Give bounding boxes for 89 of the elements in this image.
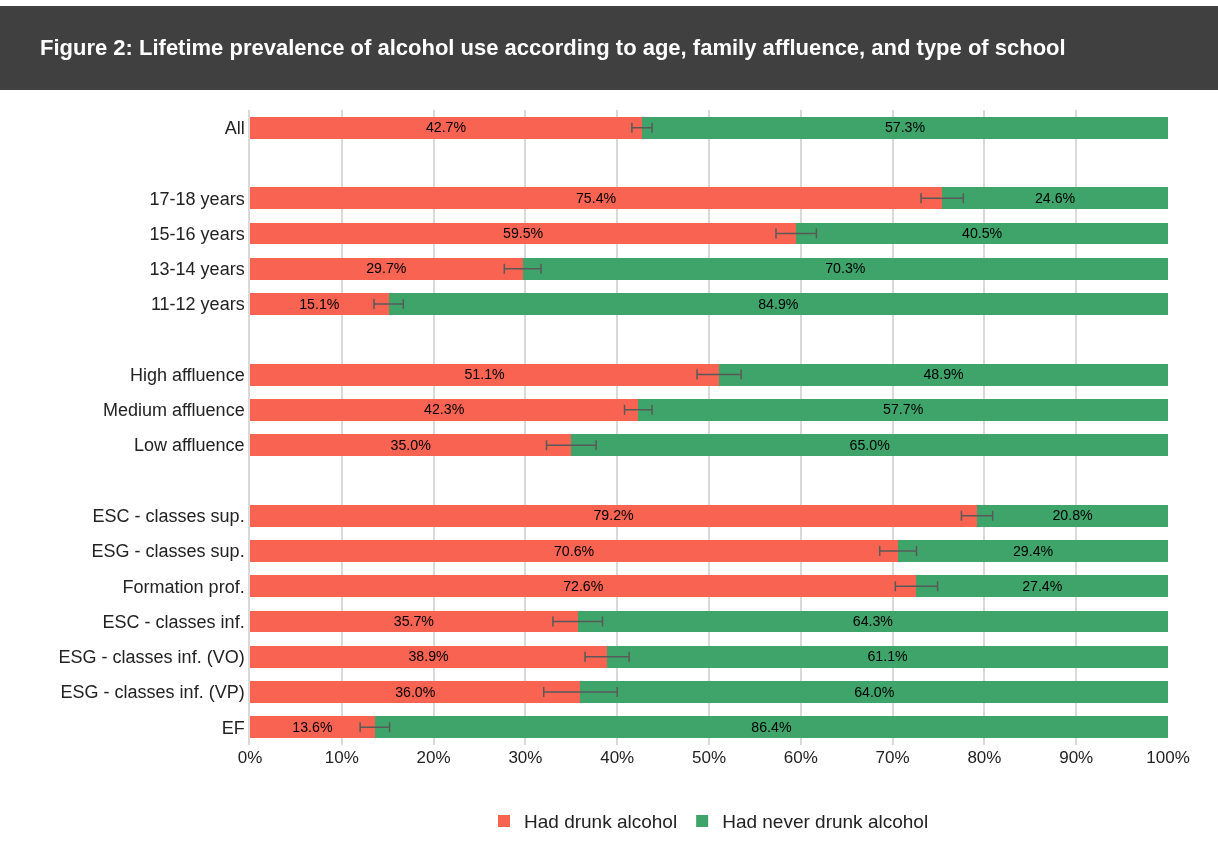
bar (250, 575, 917, 598)
data-label: 36.0% (395, 683, 436, 700)
bar (250, 222, 797, 245)
data-label: 79.2% (593, 507, 635, 524)
data-label: 27.4% (1022, 577, 1063, 594)
y-tick-label: ESG - classes sup. (91, 541, 245, 562)
bar (641, 116, 1168, 139)
y-tick-label: ESG - classes inf. (VO) (58, 647, 245, 668)
bar (577, 610, 1168, 633)
y-tick-label: Low affluence (133, 435, 245, 456)
bar (898, 540, 1168, 562)
data-label: 42.3% (424, 401, 465, 418)
x-tick-label: 50% (691, 748, 727, 767)
legend-label: Had drunk alcohol (524, 811, 678, 833)
bar (607, 645, 1168, 668)
y-tick-label: Medium affluence (102, 400, 245, 421)
bar (522, 257, 1168, 280)
x-tick-label: 30% (508, 748, 543, 767)
data-label: 72.6% (563, 577, 604, 594)
bar (250, 293, 389, 315)
bar (796, 222, 1168, 245)
data-label: 57.7% (883, 401, 924, 418)
data-label: 35.7% (393, 613, 435, 630)
bar (250, 504, 978, 527)
y-tick-label: ESG - classes inf. (VP) (60, 682, 245, 703)
bar (250, 434, 572, 457)
y-tick-label: High affluence (129, 364, 245, 385)
y-tick-label: Formation prof. (122, 576, 245, 597)
data-label: 86.4% (751, 718, 792, 735)
y-tick-label: ESC - classes sup. (92, 505, 245, 526)
data-label: 38.9% (408, 648, 450, 665)
bar (250, 116, 642, 139)
y-tick-label: 15-16 years (149, 223, 245, 244)
data-label: 65.0% (849, 436, 891, 453)
x-tick-label: 70% (875, 748, 910, 767)
x-tick-label: 80% (967, 748, 1002, 767)
legend-label: Had never drunk alcohol (722, 811, 929, 833)
x-tick-label: 90% (1059, 748, 1094, 767)
data-label: 20.8% (1052, 507, 1094, 524)
bar (916, 575, 1168, 598)
bar (250, 187, 943, 210)
x-tick-label: 20% (416, 748, 451, 767)
data-label: 64.3% (852, 613, 894, 630)
data-label: 42.7% (425, 119, 467, 136)
data-label: 35.0% (390, 436, 432, 453)
x-tick-label: 100% (1146, 748, 1190, 767)
data-label: 59.5% (502, 225, 544, 242)
bar (580, 681, 1168, 704)
data-label: 51.1% (464, 366, 506, 383)
bar (250, 398, 639, 421)
bar (374, 716, 1168, 739)
data-label: 15.1% (299, 295, 340, 312)
y-tick-label: ESC - classes inf. (102, 611, 245, 632)
y-tick-label: 13-14 years (149, 259, 245, 280)
data-label: 24.6% (1034, 189, 1076, 206)
bar (250, 716, 375, 739)
data-label: 84.9% (758, 295, 799, 312)
bar (388, 293, 1168, 315)
data-label: 40.5% (961, 225, 1003, 242)
bar (250, 540, 899, 562)
bar (250, 363, 720, 386)
data-label: 48.9% (923, 366, 965, 383)
data-label: 29.4% (1012, 542, 1054, 559)
bar (571, 434, 1168, 457)
data-label: 57.3% (884, 119, 926, 136)
bar (250, 610, 578, 633)
data-label: 29.7% (366, 260, 407, 277)
bar (638, 398, 1168, 421)
data-label: 70.3% (825, 260, 866, 277)
data-label: 75.4% (575, 189, 617, 206)
data-label: 64.0% (854, 683, 895, 700)
data-label: 13.6% (292, 718, 333, 735)
y-tick-label: 11-12 years (150, 294, 245, 315)
bar (250, 257, 523, 280)
bar (250, 645, 608, 668)
x-tick-label: 40% (600, 748, 635, 767)
bar (250, 681, 581, 704)
bar (977, 504, 1168, 527)
data-label: 70.6% (553, 542, 595, 559)
x-tick-label: 60% (783, 748, 818, 767)
bar (719, 363, 1168, 386)
y-tick-label: All (224, 117, 245, 138)
x-tick-label: 0% (237, 748, 263, 767)
data-label: 61.1% (867, 648, 909, 665)
x-tick-label: 10% (324, 748, 359, 767)
y-tick-label: 17-18 years (149, 188, 245, 209)
bar (942, 187, 1168, 210)
chart-title: Figure 2: Lifetime prevalence of alcohol use according to age, family affluence, and type of school (0, 6, 1218, 90)
y-tick-label: EF (221, 717, 245, 738)
